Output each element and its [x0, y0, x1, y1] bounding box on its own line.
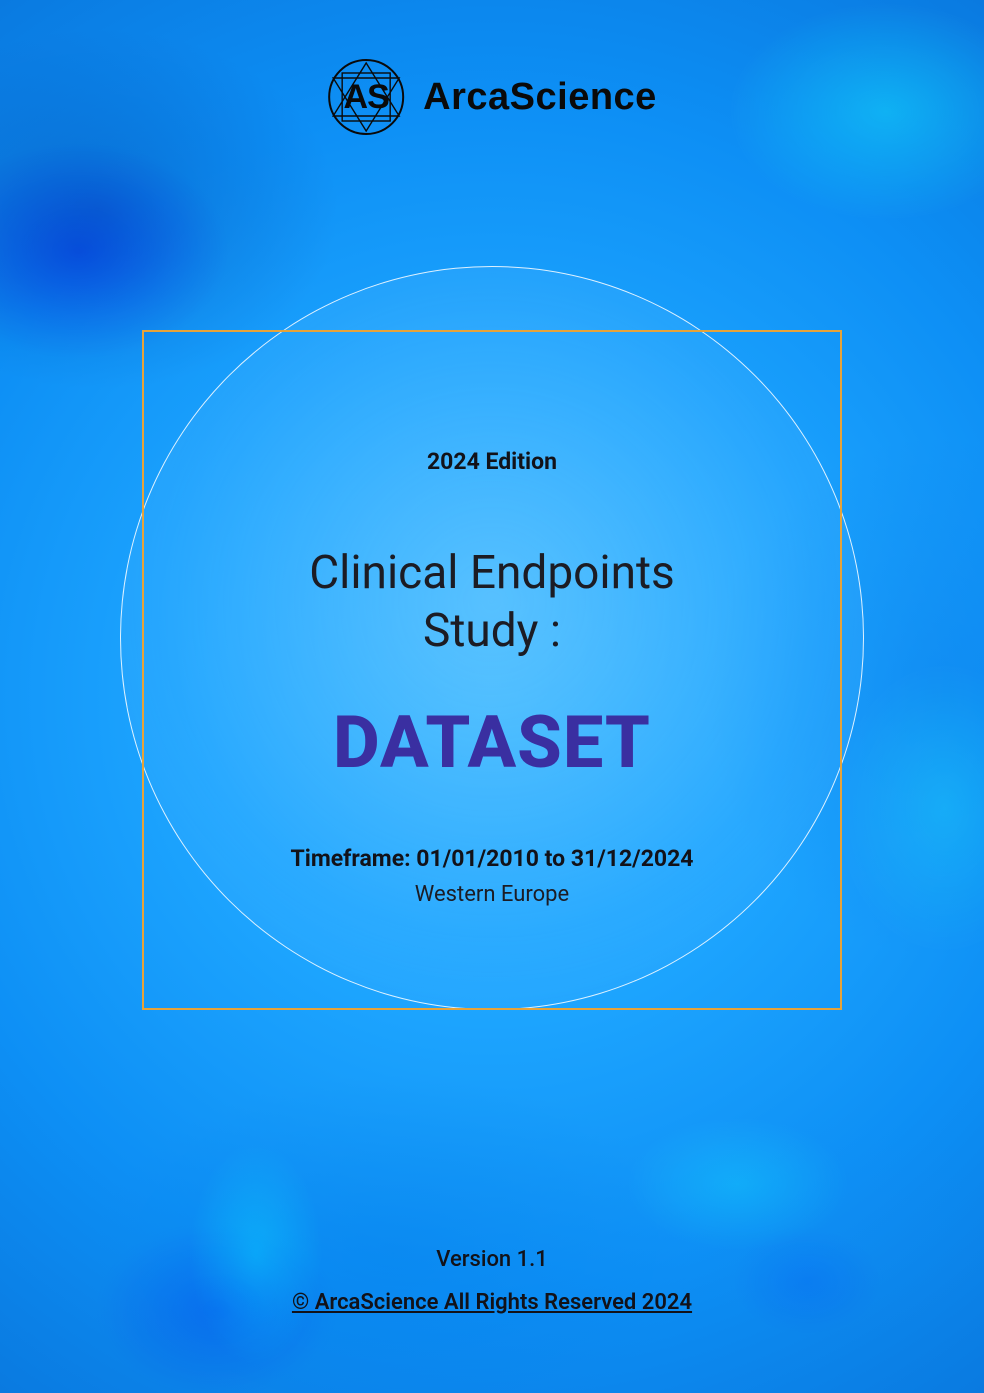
title-main: DATASET — [172, 700, 812, 785]
brand-logo-block: AS ArcaScience — [327, 58, 657, 136]
logo-mark-letters: AS — [344, 78, 389, 117]
footer-block: Version 1.1 © ArcaScience All Rights Res… — [292, 1247, 692, 1315]
copyright-label: © ArcaScience All Rights Reserved 2024 — [292, 1290, 692, 1315]
title-line-2: Study : — [172, 603, 812, 661]
title-line-1: Clinical Endpoints — [172, 545, 812, 603]
logo-mark: AS — [327, 58, 405, 136]
region-label: Western Europe — [172, 882, 812, 907]
brand-name: ArcaScience — [423, 76, 657, 119]
cover-content: 2024 Edition Clinical Endpoints Study : … — [172, 448, 812, 907]
edition-label: 2024 Edition — [172, 448, 812, 475]
version-label: Version 1.1 — [292, 1247, 692, 1272]
timeframe-label: Timeframe: 01/01/2010 to 31/12/2024 — [172, 845, 812, 872]
